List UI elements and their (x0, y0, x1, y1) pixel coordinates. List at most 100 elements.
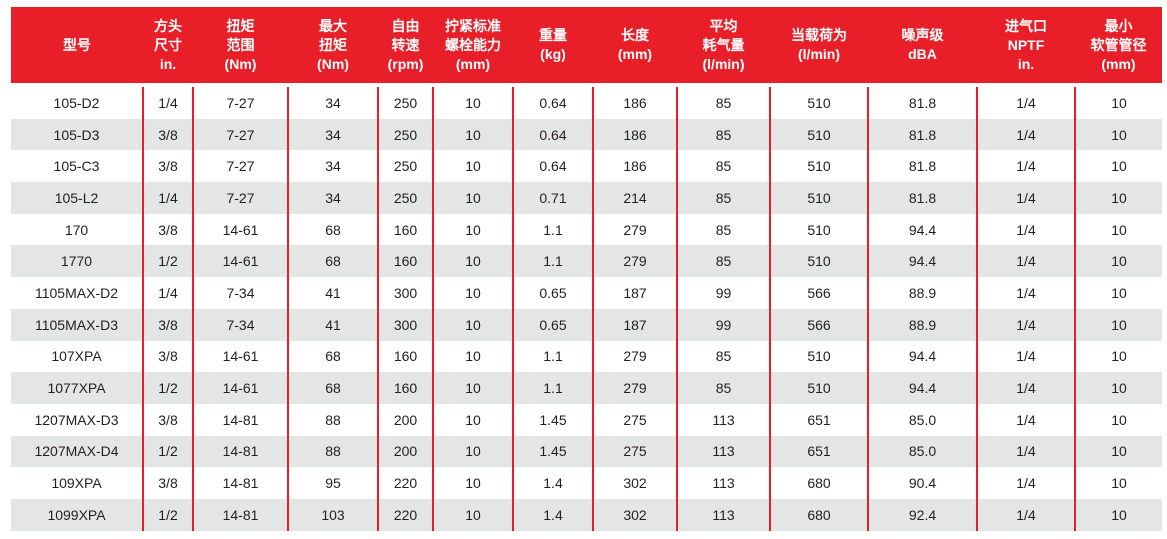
cell-max-torque: 95 (287, 467, 378, 499)
cell-noise-level: 90.4 (867, 467, 977, 499)
cell-torque-range: 14-61 (192, 340, 288, 373)
cell-model: 1207MAX-D3 (11, 403, 143, 436)
cell-bolt-capacity: 10 (432, 277, 513, 309)
cell-air-inlet: 1/4 (976, 118, 1075, 151)
cell-free-speed: 200 (377, 435, 433, 468)
cell-torque-range: 14-81 (192, 467, 288, 499)
cell-model: 1077XPA (11, 372, 143, 404)
cell-max-torque: 41 (287, 308, 378, 341)
cell-air-at-load: 680 (769, 467, 868, 499)
table-row: 105-C3 3/8 7-27 34 250 10 0.64 186 85 510 81.8 1/4 1… (11, 150, 1162, 183)
cell-drive-size: 1/2 (142, 498, 193, 531)
cell-length: 186 (592, 150, 677, 183)
cell-air-at-load: 651 (769, 403, 868, 436)
cell-max-torque: 88 (287, 435, 378, 468)
cell-min-hose-size: 10 (1074, 118, 1162, 151)
table-row: 105-L2 1/4 7-27 34 250 10 0.71 214 85 510 81.8 1/4 1… (11, 182, 1162, 214)
cell-avg-air-consumption: 85 (676, 150, 770, 183)
column-header-air-at-load: 当载荷为 (l/min) (770, 7, 868, 87)
cell-avg-air-consumption: 113 (676, 467, 770, 499)
cell-bolt-capacity: 10 (432, 467, 513, 499)
cell-avg-air-consumption: 113 (676, 435, 770, 468)
cell-free-speed: 160 (377, 213, 433, 246)
cell-model: 109XPA (11, 467, 143, 499)
cell-bolt-capacity: 10 (432, 498, 513, 531)
cell-noise-level: 81.8 (867, 182, 977, 214)
table-body: 105-D2 1/4 7-27 34 250 10 0.64 186 85 510 81.8 1/4 1… (11, 85, 1162, 531)
cell-max-torque: 34 (287, 150, 378, 183)
table-row: 1105MAX-D3 3/8 7-34 41 300 10 0.65 187 99 566 88.9… (11, 308, 1162, 341)
column-header-free-speed: 自由 转速 (rpm) (378, 7, 433, 87)
cell-min-hose-size: 10 (1074, 150, 1162, 183)
table-row: 1207MAX-D4 1/2 14-81 88 200 10 1.45 275 113 651 85… (11, 435, 1162, 468)
cell-air-inlet: 1/4 (976, 340, 1075, 373)
cell-model: 105-L2 (11, 182, 143, 214)
cell-drive-size: 1/2 (142, 372, 193, 404)
column-header-model: 型号 (11, 7, 143, 87)
table-header: 型号 方头 尺寸 in. 扭矩 范围 (Nm) 最大 扭矩 (Nm) 自由 转速 (rpm) 拧紧标准 螺栓… (11, 7, 1162, 87)
cell-model: 1770 (11, 245, 143, 278)
cell-bolt-capacity: 10 (432, 150, 513, 183)
cell-weight: 0.71 (512, 182, 593, 214)
cell-air-at-load: 566 (769, 277, 868, 309)
column-header-noise-level: 噪声级 dBA (868, 7, 977, 87)
table-row: 1099XPA 1/2 14-81 103 220 10 1.4 302 113 680 92.4 1… (11, 498, 1162, 531)
cell-noise-level: 92.4 (867, 498, 977, 531)
cell-torque-range: 14-81 (192, 498, 288, 531)
cell-air-at-load: 510 (769, 85, 868, 119)
cell-free-speed: 250 (377, 182, 433, 214)
cell-drive-size: 3/8 (142, 308, 193, 341)
cell-length: 302 (592, 467, 677, 499)
cell-min-hose-size: 10 (1074, 340, 1162, 373)
cell-drive-size: 1/4 (142, 277, 193, 309)
cell-avg-air-consumption: 85 (676, 118, 770, 151)
cell-length: 186 (592, 118, 677, 151)
cell-max-torque: 68 (287, 245, 378, 278)
cell-model: 1105MAX-D3 (11, 308, 143, 341)
cell-model: 105-D3 (11, 118, 143, 151)
cell-noise-level: 85.0 (867, 403, 977, 436)
cell-min-hose-size: 10 (1074, 403, 1162, 436)
cell-min-hose-size: 10 (1074, 245, 1162, 278)
cell-min-hose-size: 10 (1074, 467, 1162, 499)
cell-avg-air-consumption: 113 (676, 403, 770, 436)
cell-free-speed: 220 (377, 498, 433, 531)
cell-air-at-load: 651 (769, 435, 868, 468)
cell-torque-range: 7-27 (192, 150, 288, 183)
table-row: 107XPA 3/8 14-61 68 160 10 1.1 279 85 510 94.4 1/4 1… (11, 340, 1162, 373)
cell-air-at-load: 510 (769, 118, 868, 151)
cell-torque-range: 7-27 (192, 118, 288, 151)
cell-noise-level: 88.9 (867, 308, 977, 341)
cell-drive-size: 3/8 (142, 403, 193, 436)
cell-torque-range: 7-34 (192, 308, 288, 341)
cell-noise-level: 81.8 (867, 150, 977, 183)
header-row: 型号 方头 尺寸 in. 扭矩 范围 (Nm) 最大 扭矩 (Nm) 自由 转速 (rpm) 拧紧标准 螺栓… (11, 7, 1162, 87)
cell-torque-range: 7-27 (192, 85, 288, 119)
cell-air-inlet: 1/4 (976, 277, 1075, 309)
cell-free-speed: 220 (377, 467, 433, 499)
cell-drive-size: 1/4 (142, 85, 193, 119)
cell-air-at-load: 510 (769, 340, 868, 373)
cell-bolt-capacity: 10 (432, 372, 513, 404)
table-row: 1105MAX-D2 1/4 7-34 41 300 10 0.65 187 99 566 88.9… (11, 277, 1162, 309)
cell-model: 105-C3 (11, 150, 143, 183)
cell-noise-level: 94.4 (867, 213, 977, 246)
cell-bolt-capacity: 10 (432, 435, 513, 468)
column-header-min-hose-size: 最小 软管管径 (mm) (1075, 7, 1162, 87)
cell-bolt-capacity: 10 (432, 403, 513, 436)
cell-air-at-load: 510 (769, 245, 868, 278)
cell-max-torque: 34 (287, 85, 378, 119)
cell-min-hose-size: 10 (1074, 213, 1162, 246)
cell-drive-size: 3/8 (142, 118, 193, 151)
cell-air-inlet: 1/4 (976, 498, 1075, 531)
table-row: 105-D3 3/8 7-27 34 250 10 0.64 186 85 510 81.8 1/4 1… (11, 118, 1162, 151)
cell-air-inlet: 1/4 (976, 182, 1075, 214)
cell-bolt-capacity: 10 (432, 340, 513, 373)
cell-weight: 1.1 (512, 245, 593, 278)
cell-length: 279 (592, 340, 677, 373)
cell-weight: 1.1 (512, 372, 593, 404)
cell-noise-level: 81.8 (867, 85, 977, 119)
cell-min-hose-size: 10 (1074, 85, 1162, 119)
cell-avg-air-consumption: 85 (676, 182, 770, 214)
cell-noise-level: 94.4 (867, 372, 977, 404)
